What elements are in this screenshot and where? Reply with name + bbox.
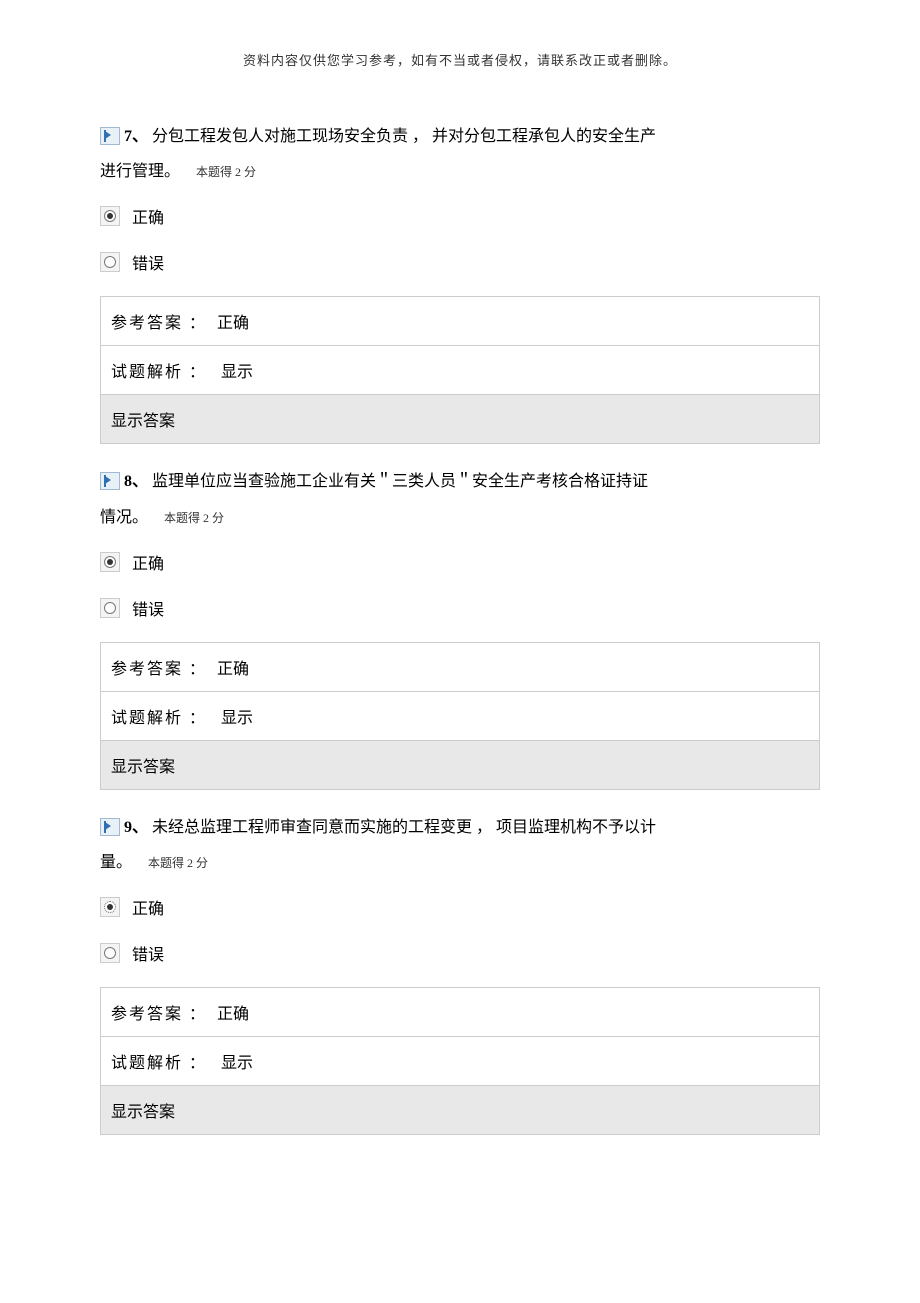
reference-answer-row: 参考答案 ： 正确 [101,643,819,692]
option-false-label: 错误 [132,596,164,620]
radio-wrap[interactable] [100,943,120,963]
question-body-line2: 情况。 [100,509,148,526]
reference-answer-value: 正确 [217,661,249,678]
reference-answer-label: 参考答案 ： [111,661,207,678]
radio-selected-icon [104,556,116,568]
flag-icon[interactable] [100,127,120,145]
analysis-row: 试题解析 ： 显示 [101,1037,819,1086]
question-body-2: ， 项目监理机构不予以计 [476,819,656,836]
question-text: 8、 监理单位应当查验施工企业有关＂三类人员＂安全生产考核合格证持证 情况。 本… [100,464,820,534]
show-answer-row[interactable]: 显示答案 [101,1086,819,1134]
radio-wrap[interactable] [100,252,120,272]
show-answer-label: 显示答案 [111,1104,175,1121]
radio-wrap[interactable] [100,206,120,226]
question-text: 9、 未经总监理工程师审查同意而实施的工程变更 ， 项目监理机构不予以计 量。 … [100,810,820,880]
show-answer-label: 显示答案 [111,413,175,430]
question-number: 7、 [124,128,148,145]
analysis-show-link[interactable]: 显示 [221,364,253,381]
option-false-label: 错误 [132,941,164,965]
question-text: 7、 分包工程发包人对施工现场安全负责 ， 并对分包工程承包人的安全生产 进行管… [100,119,820,189]
radio-unselected-icon [104,256,116,268]
radio-wrap[interactable] [100,552,120,572]
analysis-row: 试题解析 ： 显示 [101,346,819,395]
option-true-row[interactable]: 正确 [100,895,820,919]
analysis-label: 试题解析 ： [111,364,207,381]
radio-selected-icon [104,210,116,222]
question-body-line2: 量。 [100,854,132,871]
answer-box: 参考答案 ： 正确 试题解析 ： 显示 显示答案 [100,296,820,444]
radio-unselected-icon [104,602,116,614]
question-block-9: 9、 未经总监理工程师审查同意而实施的工程变更 ， 项目监理机构不予以计 量。 … [100,810,820,1135]
analysis-label: 试题解析 ： [111,710,207,727]
score-note: 本题得 2 分 [196,165,256,179]
show-answer-label: 显示答案 [111,759,175,776]
question-number: 8、 [124,473,148,490]
show-answer-row[interactable]: 显示答案 [101,741,819,789]
show-answer-row[interactable]: 显示答案 [101,395,819,443]
question-block-8: 8、 监理单位应当查验施工企业有关＂三类人员＂安全生产考核合格证持证 情况。 本… [100,464,820,789]
question-body-1: 未经总监理工程师审查同意而实施的工程变更 [152,819,476,836]
answer-box: 参考答案 ： 正确 试题解析 ： 显示 显示答案 [100,987,820,1135]
option-true-label: 正确 [132,895,164,919]
option-false-row[interactable]: 错误 [100,596,820,620]
option-false-row[interactable]: 错误 [100,941,820,965]
reference-answer-row: 参考答案 ： 正确 [101,297,819,346]
radio-wrap[interactable] [100,598,120,618]
analysis-show-link[interactable]: 显示 [221,710,253,727]
question-body-1: 分包工程发包人对施工现场安全负责 [152,128,412,145]
score-note: 本题得 2 分 [164,511,224,525]
reference-answer-value: 正确 [217,315,249,332]
reference-answer-label: 参考答案 ： [111,315,207,332]
reference-answer-value: 正确 [217,1006,249,1023]
question-body-1: 监理单位应当查验施工企业有关＂三类人员＂安全生产考核合格证持证 [152,473,648,490]
reference-answer-row: 参考答案 ： 正确 [101,988,819,1037]
analysis-label: 试题解析 ： [111,1055,207,1072]
question-block-7: 7、 分包工程发包人对施工现场安全负责 ， 并对分包工程承包人的安全生产 进行管… [100,119,820,444]
option-false-label: 错误 [132,250,164,274]
reference-answer-label: 参考答案 ： [111,1006,207,1023]
option-true-row[interactable]: 正确 [100,550,820,574]
analysis-show-link[interactable]: 显示 [221,1055,253,1072]
question-body-line2: 进行管理。 [100,163,180,180]
flag-icon[interactable] [100,818,120,836]
analysis-row: 试题解析 ： 显示 [101,692,819,741]
option-true-label: 正确 [132,204,164,228]
radio-wrap[interactable] [100,897,120,917]
flag-icon[interactable] [100,472,120,490]
option-true-row[interactable]: 正确 [100,204,820,228]
question-number: 9、 [124,819,148,836]
option-true-label: 正确 [132,550,164,574]
radio-selected-icon [104,901,116,913]
question-body-2: ， 并对分包工程承包人的安全生产 [412,128,656,145]
option-false-row[interactable]: 错误 [100,250,820,274]
score-note: 本题得 2 分 [148,856,208,870]
radio-unselected-icon [104,947,116,959]
answer-box: 参考答案 ： 正确 试题解析 ： 显示 显示答案 [100,642,820,790]
header-disclaimer: 资料内容仅供您学习参考，如有不当或者侵权，请联系改正或者删除。 [100,50,820,69]
